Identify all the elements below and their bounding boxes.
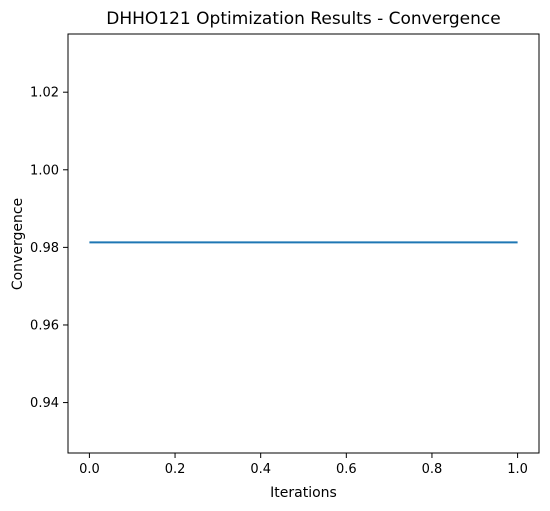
x-tick-label: 0.6 bbox=[336, 462, 357, 477]
chart-title: DHHO121 Optimization Results - Convergen… bbox=[106, 9, 500, 29]
plot-area: 0.0 0.2 0.4 0.6 0.8 1.0 0.94 0.96 0.98 1.00 1.02 bbox=[30, 33, 540, 477]
x-axis-ticks: 0.0 0.2 0.4 0.6 0.8 1.0 bbox=[79, 453, 528, 477]
plot-frame bbox=[67, 33, 540, 454]
x-tick-label: 1.0 bbox=[507, 462, 528, 477]
y-axis-ticks: 0.94 0.96 0.98 1.00 1.02 bbox=[30, 86, 68, 411]
x-tick-label: 0.4 bbox=[250, 462, 271, 477]
y-tick-label: 1.02 bbox=[30, 86, 59, 101]
y-tick-label: 0.96 bbox=[30, 318, 59, 333]
y-tick-label: 0.98 bbox=[30, 241, 59, 256]
y-tick-label: 0.94 bbox=[30, 396, 59, 411]
y-tick-label: 1.00 bbox=[30, 163, 59, 178]
x-tick-label: 0.8 bbox=[422, 462, 443, 477]
y-axis-label: Convergence bbox=[10, 198, 26, 290]
x-tick-label: 0.0 bbox=[79, 462, 100, 477]
x-axis-label: Iterations bbox=[270, 485, 337, 501]
x-tick-label: 0.2 bbox=[165, 462, 186, 477]
